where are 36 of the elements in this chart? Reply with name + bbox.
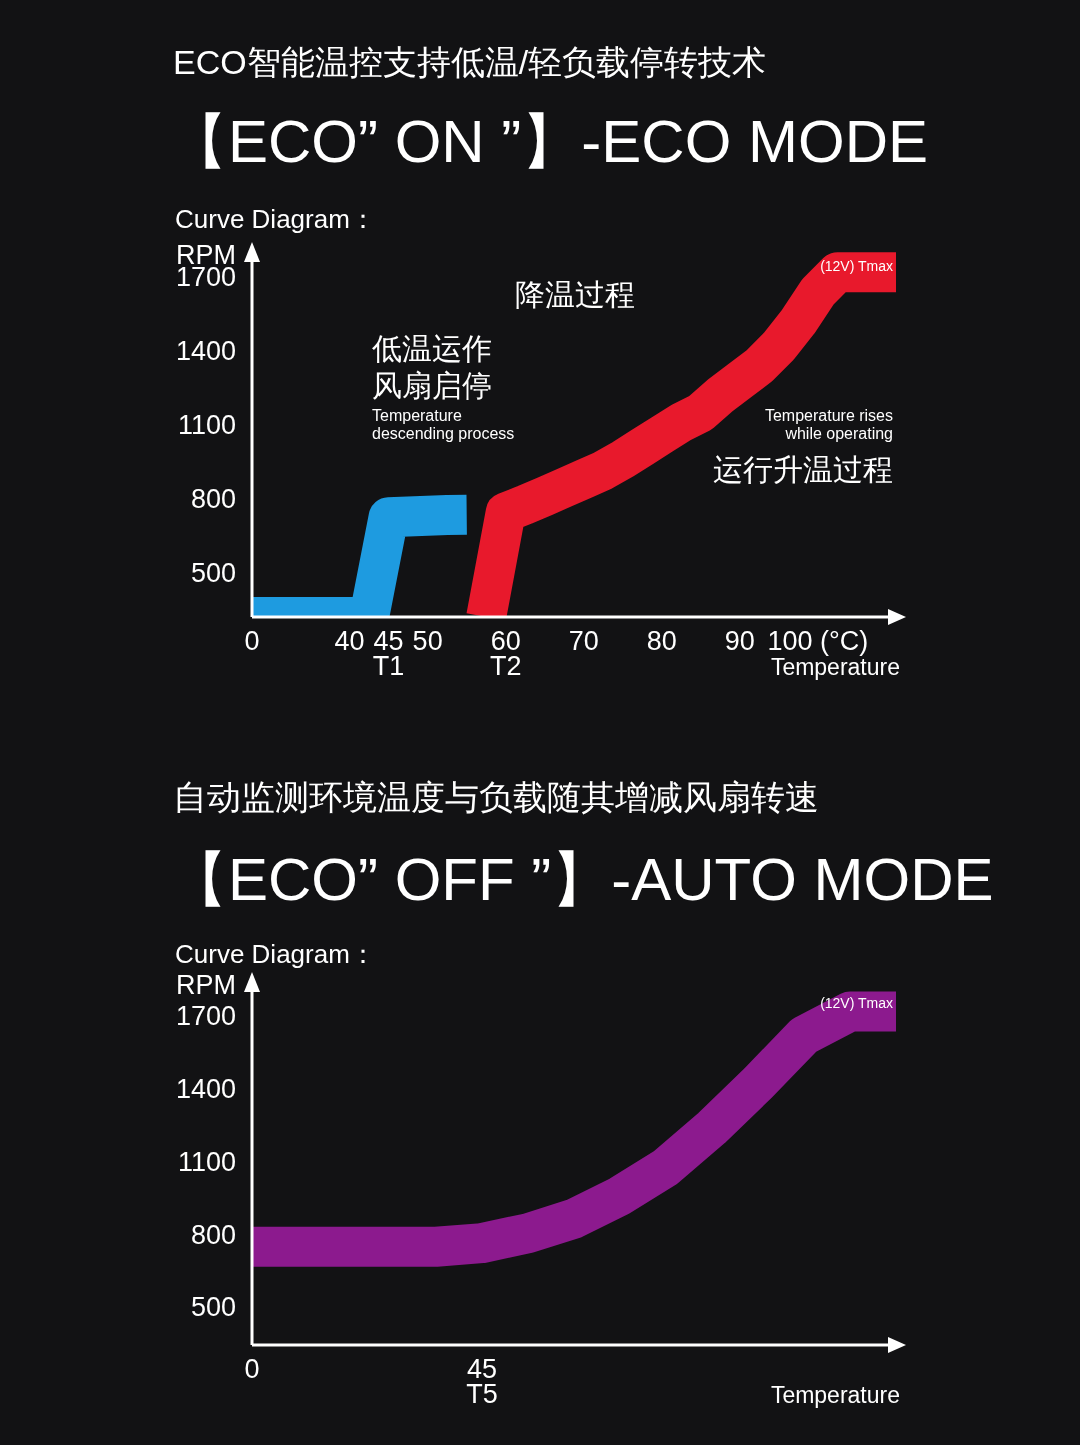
y-tick-label: 1400: [175, 335, 236, 366]
annotation: 降温过程: [515, 278, 635, 311]
x-tick-label: 0: [244, 626, 260, 656]
chart-subtitle: 自动监测环境温度与负载随其增减风扇转速: [173, 778, 819, 816]
y-tick-label: 1700: [175, 1001, 236, 1032]
y-tick-label: 500: [190, 557, 236, 588]
x-tick-label: 50: [412, 626, 443, 656]
y-tick-label: 800: [190, 1219, 236, 1250]
x-tick-label: 0: [244, 1354, 260, 1384]
annotation: Temperature descending process: [372, 407, 515, 443]
annotation: (12V) Tmax: [820, 258, 893, 274]
y-tick-label: 1100: [177, 1146, 236, 1177]
text: Curve Diagram：: [175, 939, 376, 969]
y-tick-label: 1400: [175, 1074, 236, 1105]
annotation: 风扇启停: [372, 369, 492, 402]
x-tick-label: 60 T2: [489, 626, 522, 681]
annotation: (12V) Tmax: [820, 995, 893, 1011]
y-axis-title: RPM: [176, 970, 236, 1000]
y-tick-label: 1100: [177, 409, 236, 440]
x-tick-label: 100 (°C): [767, 626, 869, 656]
chart-title: 【ECO” ON ”】-ECO MODE: [168, 108, 928, 175]
x-tick-label: 70: [568, 626, 599, 656]
annotation: 低温运作: [372, 332, 492, 365]
chart-title: 【ECO” OFF ”】-AUTO MODE: [168, 846, 994, 913]
x-axis-title: Temperature: [770, 1382, 900, 1408]
annotation: Temperature rises while operating: [764, 407, 893, 443]
annotation: 运行升温过程: [713, 453, 893, 486]
x-tick-label: 45 T1: [372, 626, 405, 681]
x-tick-label: 40: [334, 626, 365, 656]
text: Curve Diagram：: [175, 204, 376, 234]
x-tick-label: 90: [724, 626, 755, 656]
x-tick-label: 45 T5: [466, 1354, 498, 1409]
y-tick-label: 800: [190, 483, 236, 514]
y-tick-label: 500: [190, 1292, 236, 1323]
x-tick-label: 80: [646, 626, 677, 656]
chart-subtitle: ECO智能温控支持低温/轻负载停转技术: [173, 43, 767, 81]
